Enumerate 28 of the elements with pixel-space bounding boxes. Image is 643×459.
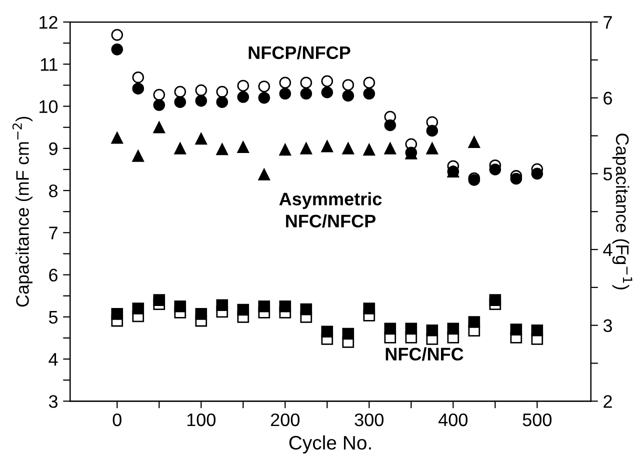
y-tick-label: 11 [40,58,58,71]
y-tick-label: 7 [49,226,58,240]
y-tick-label: 6 [49,268,58,282]
x-tick-label: 500 [522,413,552,426]
y-tick-label: 9 [49,142,58,156]
x-tick-label: 100 [187,413,216,426]
y2-tick-label: 4 [603,244,612,256]
y2-tick-label: 7 [604,16,612,29]
annotation: NFC/NFC [386,347,464,361]
y-axis-title: Capacitance (mF cm$^{−2}$) [12,116,32,307]
y-tick-label: 8 [49,184,58,198]
x-tick-label: 300 [354,413,384,426]
y2-axis-title: Capacitance (Fg$^{−1}$) [612,134,632,290]
y-tick-label: 10 [40,100,58,114]
y-tick-label: 4 [48,353,58,366]
x-tick-label: 200 [270,413,300,426]
x-axis-title: Cycle No. [289,435,371,454]
y2-tick-label: 2 [604,395,612,408]
y2-tick-label: 3 [603,319,612,332]
annotation: Asymmetric NFC/NFCP [279,192,382,228]
x-tick-label: 0 [112,413,122,426]
y-tick-label: 5 [48,311,58,324]
y2-tick-label: 5 [603,168,612,180]
x-tick-label: 400 [438,413,468,426]
annotation: NFCP/NFCP [248,46,350,60]
y-tick-label: 3 [48,395,58,408]
y-tick-label: 12 [40,16,58,29]
y2-tick-label: 6 [604,92,612,105]
